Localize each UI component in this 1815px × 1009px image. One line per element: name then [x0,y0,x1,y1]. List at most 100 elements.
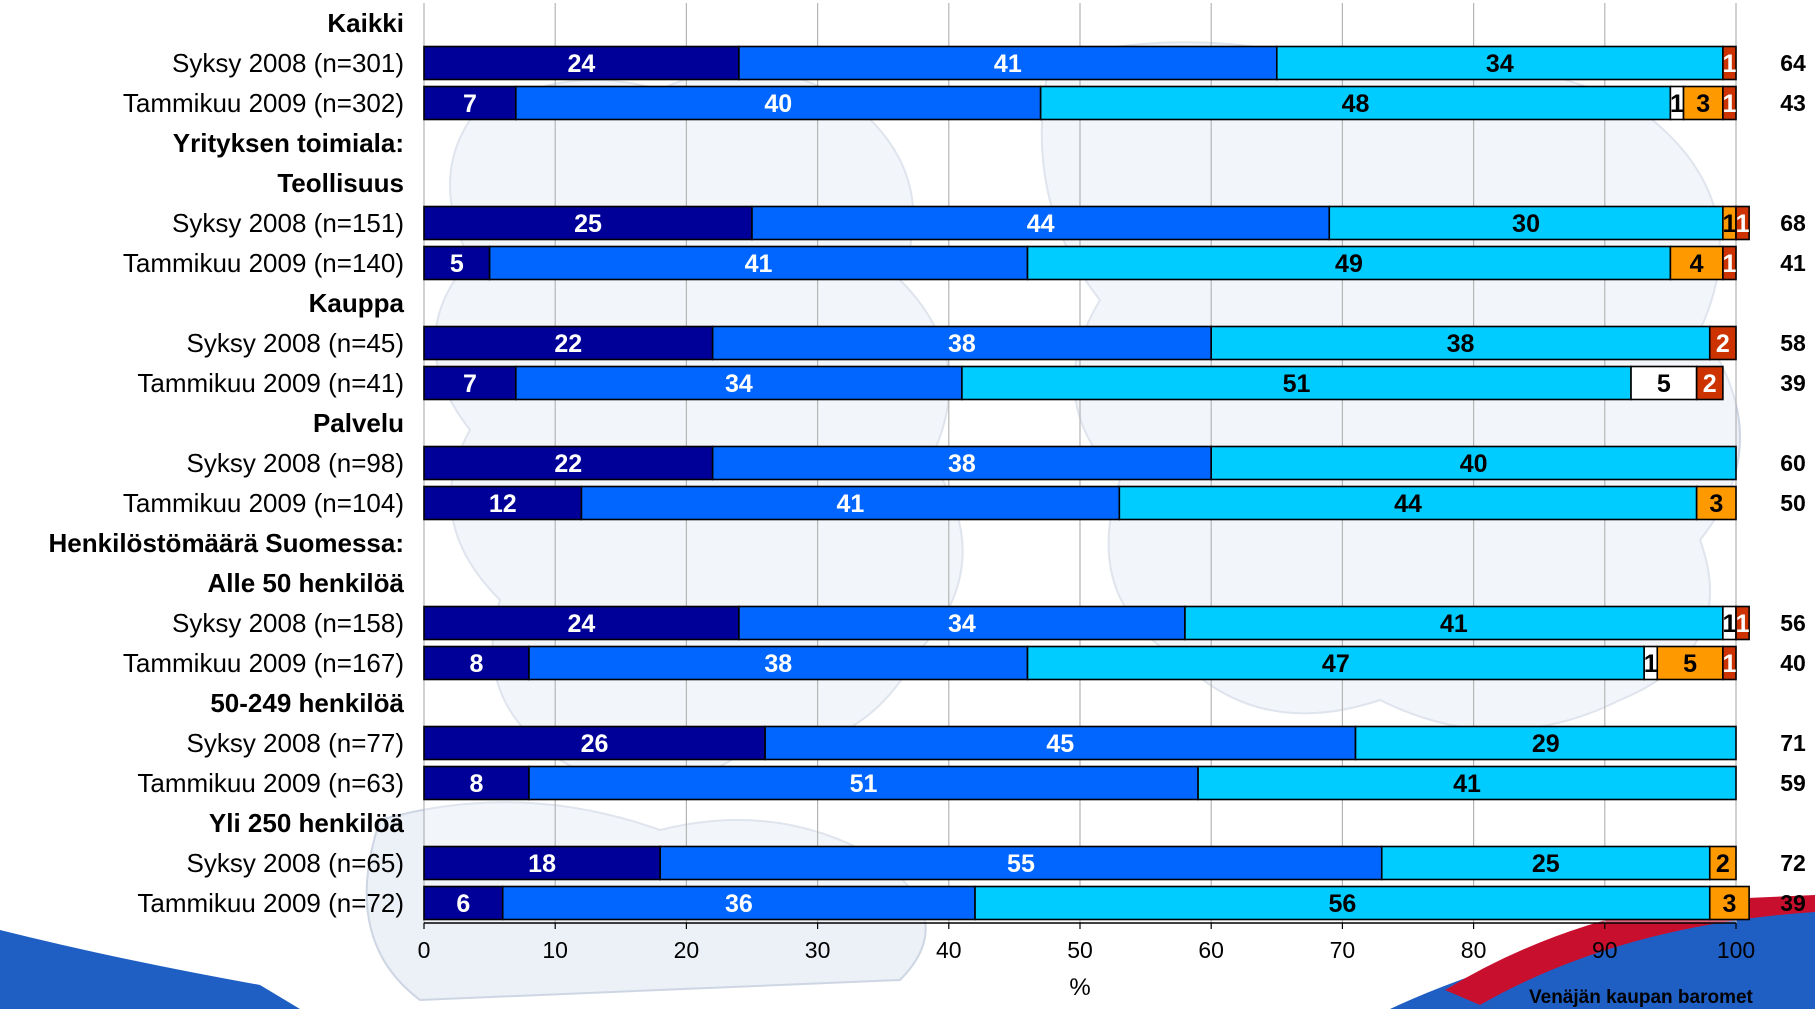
bar-segment [1184,605,1724,641]
bar-segment [423,765,530,801]
bar-value-label: 41 [1440,610,1468,638]
bar-value-label: 24 [568,50,596,78]
row-label: Tammikuu 2009 (n=140) [123,248,404,278]
bar-value-label: 1 [1722,650,1736,678]
bar-segment [423,645,530,681]
bar-segment [751,205,1331,241]
row-total-value: 50 [1780,490,1806,516]
row-total-value: 72 [1780,850,1806,876]
bar-segment [1039,85,1672,121]
bar-value-label: 1 [1722,90,1736,118]
bar-value-label: 38 [1447,330,1475,358]
bar-value-label: 38 [948,330,976,358]
row-total-value: 39 [1780,370,1806,396]
bar-segment [1708,325,1737,361]
bar-segment [961,365,1632,401]
bar-value-label: 12 [489,490,517,518]
row-total-value: 56 [1780,610,1806,636]
bar-value-label: 47 [1322,650,1350,678]
source-footer-text: Venäjän kaupan baromet [1529,987,1754,1008]
x-tick-label: 60 [1198,937,1224,963]
bar-value-label: 25 [574,210,602,238]
bar-value-label: 1 [1722,210,1736,238]
x-tick-label: 100 [1717,937,1755,963]
x-tick-label: 80 [1461,937,1487,963]
bar-value-label: 22 [554,330,582,358]
category-header-label: Teollisuus [277,168,404,198]
bar-segment [1708,885,1750,921]
category-header-label: Kaikki [327,8,404,38]
bar-value-label: 29 [1532,730,1560,758]
row-label: Syksy 2008 (n=65) [186,848,404,878]
bar-segment [1695,485,1737,521]
category-header-label: Kauppa [309,288,405,318]
row-total-value: 58 [1780,330,1806,356]
x-tick-label: 10 [542,937,568,963]
bar-value-label: 44 [1394,490,1422,518]
bar-value-label: 44 [1027,210,1055,238]
x-tick-label: 50 [1067,937,1093,963]
bar-value-label: 5 [450,250,464,278]
x-axis-title: % [1069,974,1090,1001]
bar-value-label: 7 [463,90,477,118]
bar-segment [423,85,517,121]
bar-value-label: 25 [1532,850,1560,878]
bar-segment [1695,365,1724,401]
bar-segment [1708,845,1737,881]
bar-value-label: 30 [1512,210,1540,238]
bar-segment [515,85,1042,121]
bar-segment [580,485,1121,521]
row-total-value: 59 [1780,770,1806,796]
bar-segment [711,445,1213,481]
bar-value-label: 8 [470,650,484,678]
category-header-label: Yrityksen toimiala: [173,128,404,158]
blue-swoosh-left [0,930,300,1009]
bar-value-label: 3 [1722,890,1736,918]
bar-value-label: 5 [1683,650,1697,678]
bar-value-label: 5 [1657,370,1671,398]
bar-segment [1328,205,1724,241]
bar-value-label: 2 [1716,330,1730,358]
bar-value-label: 1 [1722,610,1736,638]
bar-segment [1656,645,1724,681]
bar-segment [1735,205,1750,241]
bar-value-label: 34 [1486,50,1514,78]
bar-segment [1722,45,1737,81]
row-label: Tammikuu 2009 (n=167) [123,648,404,678]
row-total-value: 64 [1780,50,1806,76]
bar-segment [423,725,766,761]
bar-value-label: 3 [1709,490,1723,518]
bar-value-label: 6 [456,890,470,918]
row-label: Tammikuu 2009 (n=302) [123,88,404,118]
bar-value-label: 1 [1722,50,1736,78]
bar-value-label: 56 [1328,890,1356,918]
bar-segment [1722,245,1737,281]
bar-segment [501,885,976,921]
bar-value-label: 2 [1703,370,1717,398]
bar-value-label: 1 [1736,210,1750,238]
bar-segment [738,605,1186,641]
bar-value-label: 40 [764,90,792,118]
bar-segment [528,765,1199,801]
row-label: Syksy 2008 (n=98) [186,448,404,478]
bar-value-label: 1 [1722,250,1736,278]
bar-value-label: 48 [1342,90,1370,118]
bar-value-label: 55 [1007,850,1035,878]
bar-value-label: 51 [1283,370,1311,398]
row-label: Syksy 2008 (n=151) [172,208,404,238]
bar-segment [974,885,1711,921]
x-tick-label: 90 [1592,937,1618,963]
row-total-value: 60 [1780,450,1806,476]
bar-value-label: 1 [1670,90,1684,118]
bar-value-label: 34 [725,370,753,398]
bar-value-label: 7 [463,370,477,398]
bar-value-label: 1 [1644,650,1658,678]
row-total-value: 41 [1780,250,1806,276]
row-total-value: 40 [1780,650,1806,676]
bar-value-label: 51 [850,770,878,798]
bar-value-label: 24 [568,610,596,638]
category-header-label: Alle 50 henkilöä [207,568,404,598]
row-total-value: 68 [1780,210,1806,236]
bar-value-label: 3 [1696,90,1710,118]
